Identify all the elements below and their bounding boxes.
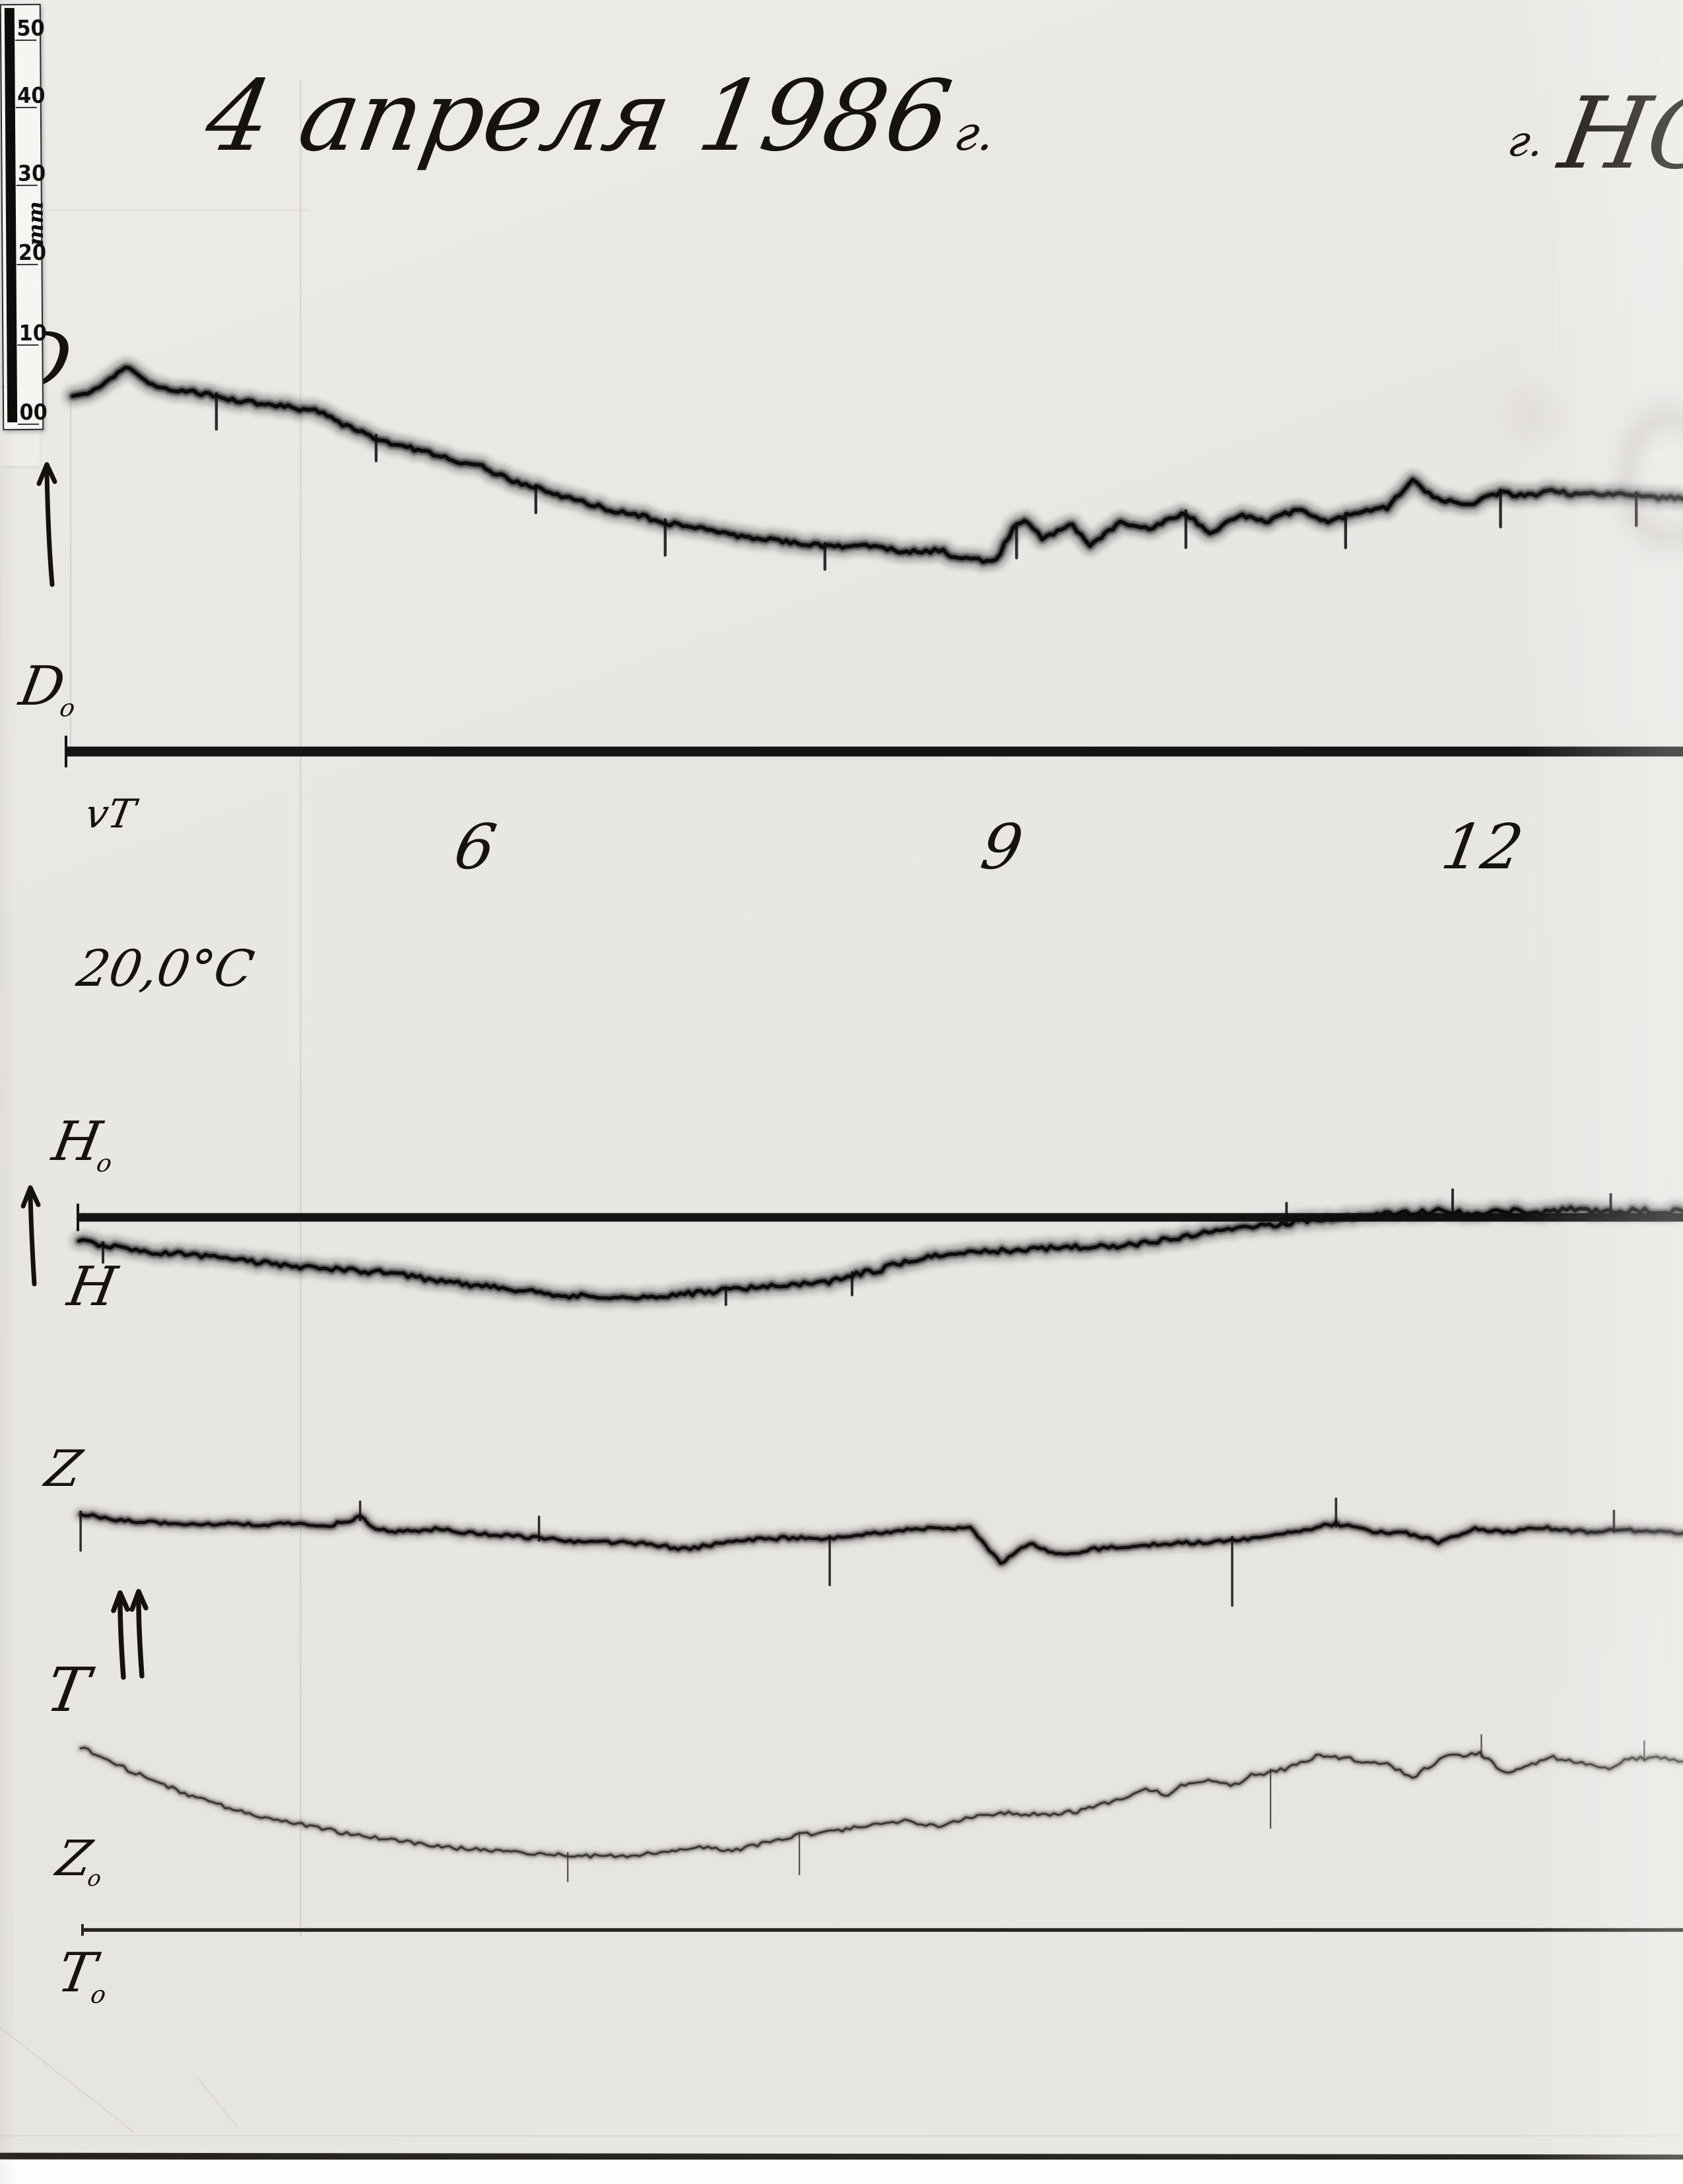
baseline-z0-label: Zo <box>52 1830 104 1891</box>
ruler-tick <box>18 423 40 426</box>
ruler-black-bar <box>4 8 18 423</box>
ruler-mark: 10 <box>18 319 48 346</box>
trace-T <box>77 1734 1683 1882</box>
time-axis-ut-label: vT <box>81 791 139 837</box>
ruler-mark: 30 <box>17 160 46 187</box>
baseline-D0 <box>65 736 1683 767</box>
up-arrow-icon-h <box>20 1185 41 1287</box>
ruler-mark: 00 <box>19 399 48 426</box>
title-date: 4 апреля 1986 <box>197 59 960 173</box>
temperature-label: 20,0°C <box>73 939 259 998</box>
baseline-h0-label: Ho <box>48 1110 114 1178</box>
trace-H <box>71 1188 1683 1307</box>
ruler-mark: 20 <box>18 239 47 266</box>
ruler-tick <box>15 39 37 42</box>
baseline-d0-label: Do <box>15 655 78 723</box>
mm-ruler: mm 50 40 30 20 10 00 <box>0 3 48 431</box>
trace-h-label: H <box>63 1256 121 1318</box>
ruler-tick <box>16 184 38 187</box>
station-label: г.НОВ <box>1502 77 1683 191</box>
hour-label-12: 12 <box>1436 812 1529 883</box>
ruler-mark: 50 <box>16 15 45 42</box>
baseline-t0-label: To <box>53 1942 108 2009</box>
double-up-arrow-icon <box>111 1589 148 1680</box>
scanner-background <box>0 2160 1683 2184</box>
trace-D <box>64 359 1683 571</box>
ruler-tick <box>15 106 37 109</box>
ruler-mark: 40 <box>17 82 46 109</box>
ruler-tick <box>16 263 38 266</box>
ruler-tick <box>17 344 39 346</box>
baseline-Z0T0 <box>81 1924 1683 1936</box>
photo-stain-small <box>1478 360 1591 472</box>
tape-remnant <box>0 428 40 466</box>
up-arrow-icon-d <box>36 462 57 587</box>
trace-Z <box>75 1497 1683 1607</box>
station-name: НОВ <box>1552 77 1683 191</box>
page-title: 4 апреля 1986г. <box>198 59 1006 173</box>
